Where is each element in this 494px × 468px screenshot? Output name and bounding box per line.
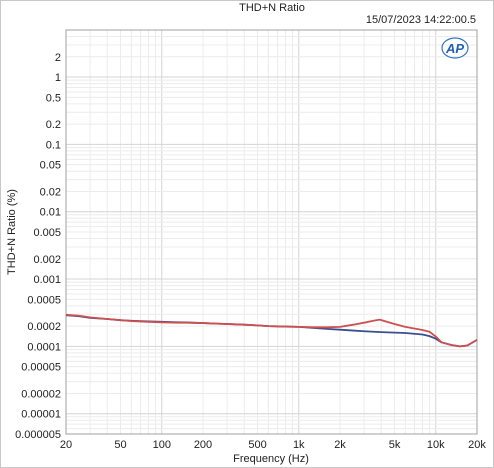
x-tick-label: 500 bbox=[248, 439, 266, 451]
y-tick-label: 0.5 bbox=[46, 92, 61, 104]
x-tick-label: 20 bbox=[60, 439, 72, 451]
y-tick-label: 1 bbox=[55, 72, 61, 84]
y-axis-label: THD+N Ratio (%) bbox=[6, 189, 18, 275]
y-tick-label: 0.02 bbox=[40, 186, 61, 198]
x-tick-label: 100 bbox=[153, 439, 171, 451]
y-tick-label: 0.000005 bbox=[15, 429, 61, 441]
series-line-2 bbox=[65, 313, 478, 348]
x-tick-label: 1k bbox=[293, 439, 305, 451]
y-axis-ticks: 2 1 0.5 0.2 0.1 0.05 0.02 0.01 0.005 0.002 0.001 0.… bbox=[15, 52, 61, 441]
x-tick-label: 20k bbox=[468, 439, 486, 451]
y-tick-label: 0.01 bbox=[40, 207, 61, 219]
x-tick-label: 2k bbox=[334, 439, 346, 451]
chart-title: THD+N Ratio bbox=[239, 2, 305, 14]
y-tick-label: 0.001 bbox=[33, 274, 61, 286]
y-tick-label: 0.005 bbox=[33, 227, 61, 239]
y-tick-label: 0.00005 bbox=[21, 362, 61, 374]
ap-logo-text: AP bbox=[445, 41, 464, 56]
y-tick-label: 2 bbox=[55, 52, 61, 64]
x-axis-label: Frequency (Hz) bbox=[233, 453, 309, 465]
x-tick-label: 10k bbox=[427, 439, 445, 451]
chart-timestamp: 15/07/2023 14:22:00.5 bbox=[366, 14, 476, 26]
plot-area-border bbox=[65, 29, 478, 435]
y-tick-label: 0.05 bbox=[40, 160, 61, 172]
x-tick-label: 200 bbox=[194, 439, 212, 451]
y-tick-label: 0.2 bbox=[46, 119, 61, 131]
x-tick-label: 5k bbox=[389, 439, 401, 451]
y-tick-label: 0.0001 bbox=[27, 341, 61, 353]
ap-logo: AP bbox=[441, 37, 469, 59]
y-tick-label: 0.1 bbox=[46, 139, 61, 151]
series-group bbox=[65, 313, 478, 348]
y-tick-label: 0.0002 bbox=[27, 321, 61, 333]
y-tick-label: 0.00001 bbox=[21, 409, 61, 421]
grid bbox=[65, 29, 478, 435]
x-axis-ticks: 20 50 100 200 500 1k 2k 5k 10k 20k bbox=[60, 439, 486, 451]
y-tick-label: 0.002 bbox=[33, 254, 61, 266]
y-tick-label: 0.0005 bbox=[27, 294, 61, 306]
y-tick-label: 0.00002 bbox=[21, 388, 61, 400]
x-tick-label: 50 bbox=[114, 439, 126, 451]
